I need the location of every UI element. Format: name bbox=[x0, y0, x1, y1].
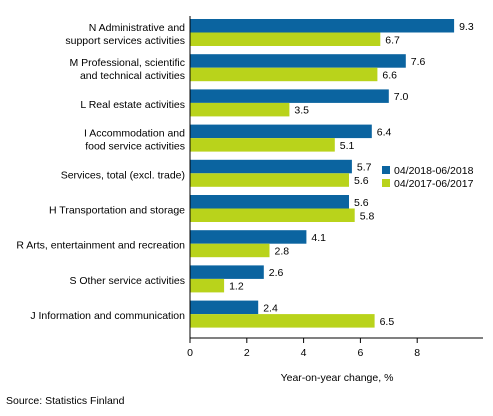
bar-value-label: 3.5 bbox=[294, 105, 309, 117]
bar-series-1 bbox=[190, 89, 389, 103]
bar-value-label: 5.1 bbox=[340, 140, 355, 152]
bar-series-1 bbox=[190, 124, 372, 139]
category-label: M Professional, scientific bbox=[69, 57, 185, 69]
bar-value-label: 1.2 bbox=[229, 281, 244, 293]
x-axis-title: Year-on-year change, % bbox=[281, 372, 394, 384]
category-label: Services, total (excl. trade) bbox=[61, 169, 185, 181]
category-label: and technical activities bbox=[80, 70, 185, 82]
category-label: L Real estate activities bbox=[80, 99, 185, 111]
bars bbox=[190, 19, 455, 328]
bar-series-2 bbox=[190, 314, 375, 328]
bar-series-1 bbox=[190, 265, 264, 279]
source-note: Source: Statistics Finland bbox=[6, 395, 125, 407]
x-tick-label: 4 bbox=[301, 347, 307, 359]
category-label: food service activities bbox=[85, 141, 185, 153]
bar-value-label: 5.8 bbox=[360, 210, 375, 222]
category-label: R Arts, entertainment and recreation bbox=[16, 240, 185, 252]
x-tick-label: 0 bbox=[187, 347, 193, 359]
legend-label: 04/2017-06/2017 bbox=[394, 178, 474, 190]
bar-series-1 bbox=[190, 195, 349, 209]
bar-value-label: 5.6 bbox=[354, 197, 369, 209]
category-label: J Information and communication bbox=[30, 310, 185, 322]
x-tick-label: 8 bbox=[414, 347, 420, 359]
bar-series-2 bbox=[190, 67, 378, 82]
legend-label: 04/2018-06/2018 bbox=[394, 165, 474, 177]
bar-series-1 bbox=[190, 19, 455, 33]
bar-series-2 bbox=[190, 32, 381, 46]
bar-value-label: 5.7 bbox=[357, 162, 372, 174]
bar-value-label: 2.8 bbox=[275, 246, 290, 258]
bar-value-label: 4.1 bbox=[311, 232, 326, 244]
bar-series-2 bbox=[190, 173, 349, 187]
bar-value-label: 2.6 bbox=[269, 267, 284, 279]
bar-series-1 bbox=[190, 300, 259, 315]
bar-series-2 bbox=[190, 208, 355, 222]
x-tick-label: 2 bbox=[244, 347, 250, 359]
category-label: N Administrative and bbox=[89, 22, 185, 34]
category-label: I Accommodation and bbox=[84, 128, 185, 140]
bar-value-label: 6.7 bbox=[385, 34, 400, 46]
bar-series-1 bbox=[190, 159, 352, 174]
bar-value-label: 7.0 bbox=[394, 91, 409, 103]
bar-series-2 bbox=[190, 138, 335, 152]
bar-series-2 bbox=[190, 278, 225, 293]
x-tick-label: 6 bbox=[357, 347, 363, 359]
category-label: S Other service activities bbox=[69, 275, 185, 287]
category-label: support services activities bbox=[65, 35, 185, 47]
bar-value-label: 6.5 bbox=[380, 316, 395, 328]
bar-series-1 bbox=[190, 230, 307, 244]
bar-value-label: 5.6 bbox=[354, 175, 369, 187]
bar-value-label: 2.4 bbox=[263, 302, 278, 314]
bar-value-label: 6.4 bbox=[377, 126, 392, 138]
bar-value-label: 9.3 bbox=[459, 21, 474, 33]
legend-swatch bbox=[382, 179, 390, 187]
x-axis: 0 2 4 6 8 bbox=[187, 16, 483, 359]
bar-value-label: 7.6 bbox=[411, 56, 426, 68]
bar-series-2 bbox=[190, 243, 270, 258]
legend-swatch bbox=[382, 166, 390, 174]
bar-value-label: 6.6 bbox=[382, 70, 397, 82]
category-label: H Transportation and storage bbox=[49, 205, 185, 217]
bar-series-2 bbox=[190, 102, 290, 117]
bar-series-1 bbox=[190, 54, 406, 68]
value-labels: 9.36.77.66.67.03.56.45.15.75.65.65.84.12… bbox=[229, 21, 474, 328]
